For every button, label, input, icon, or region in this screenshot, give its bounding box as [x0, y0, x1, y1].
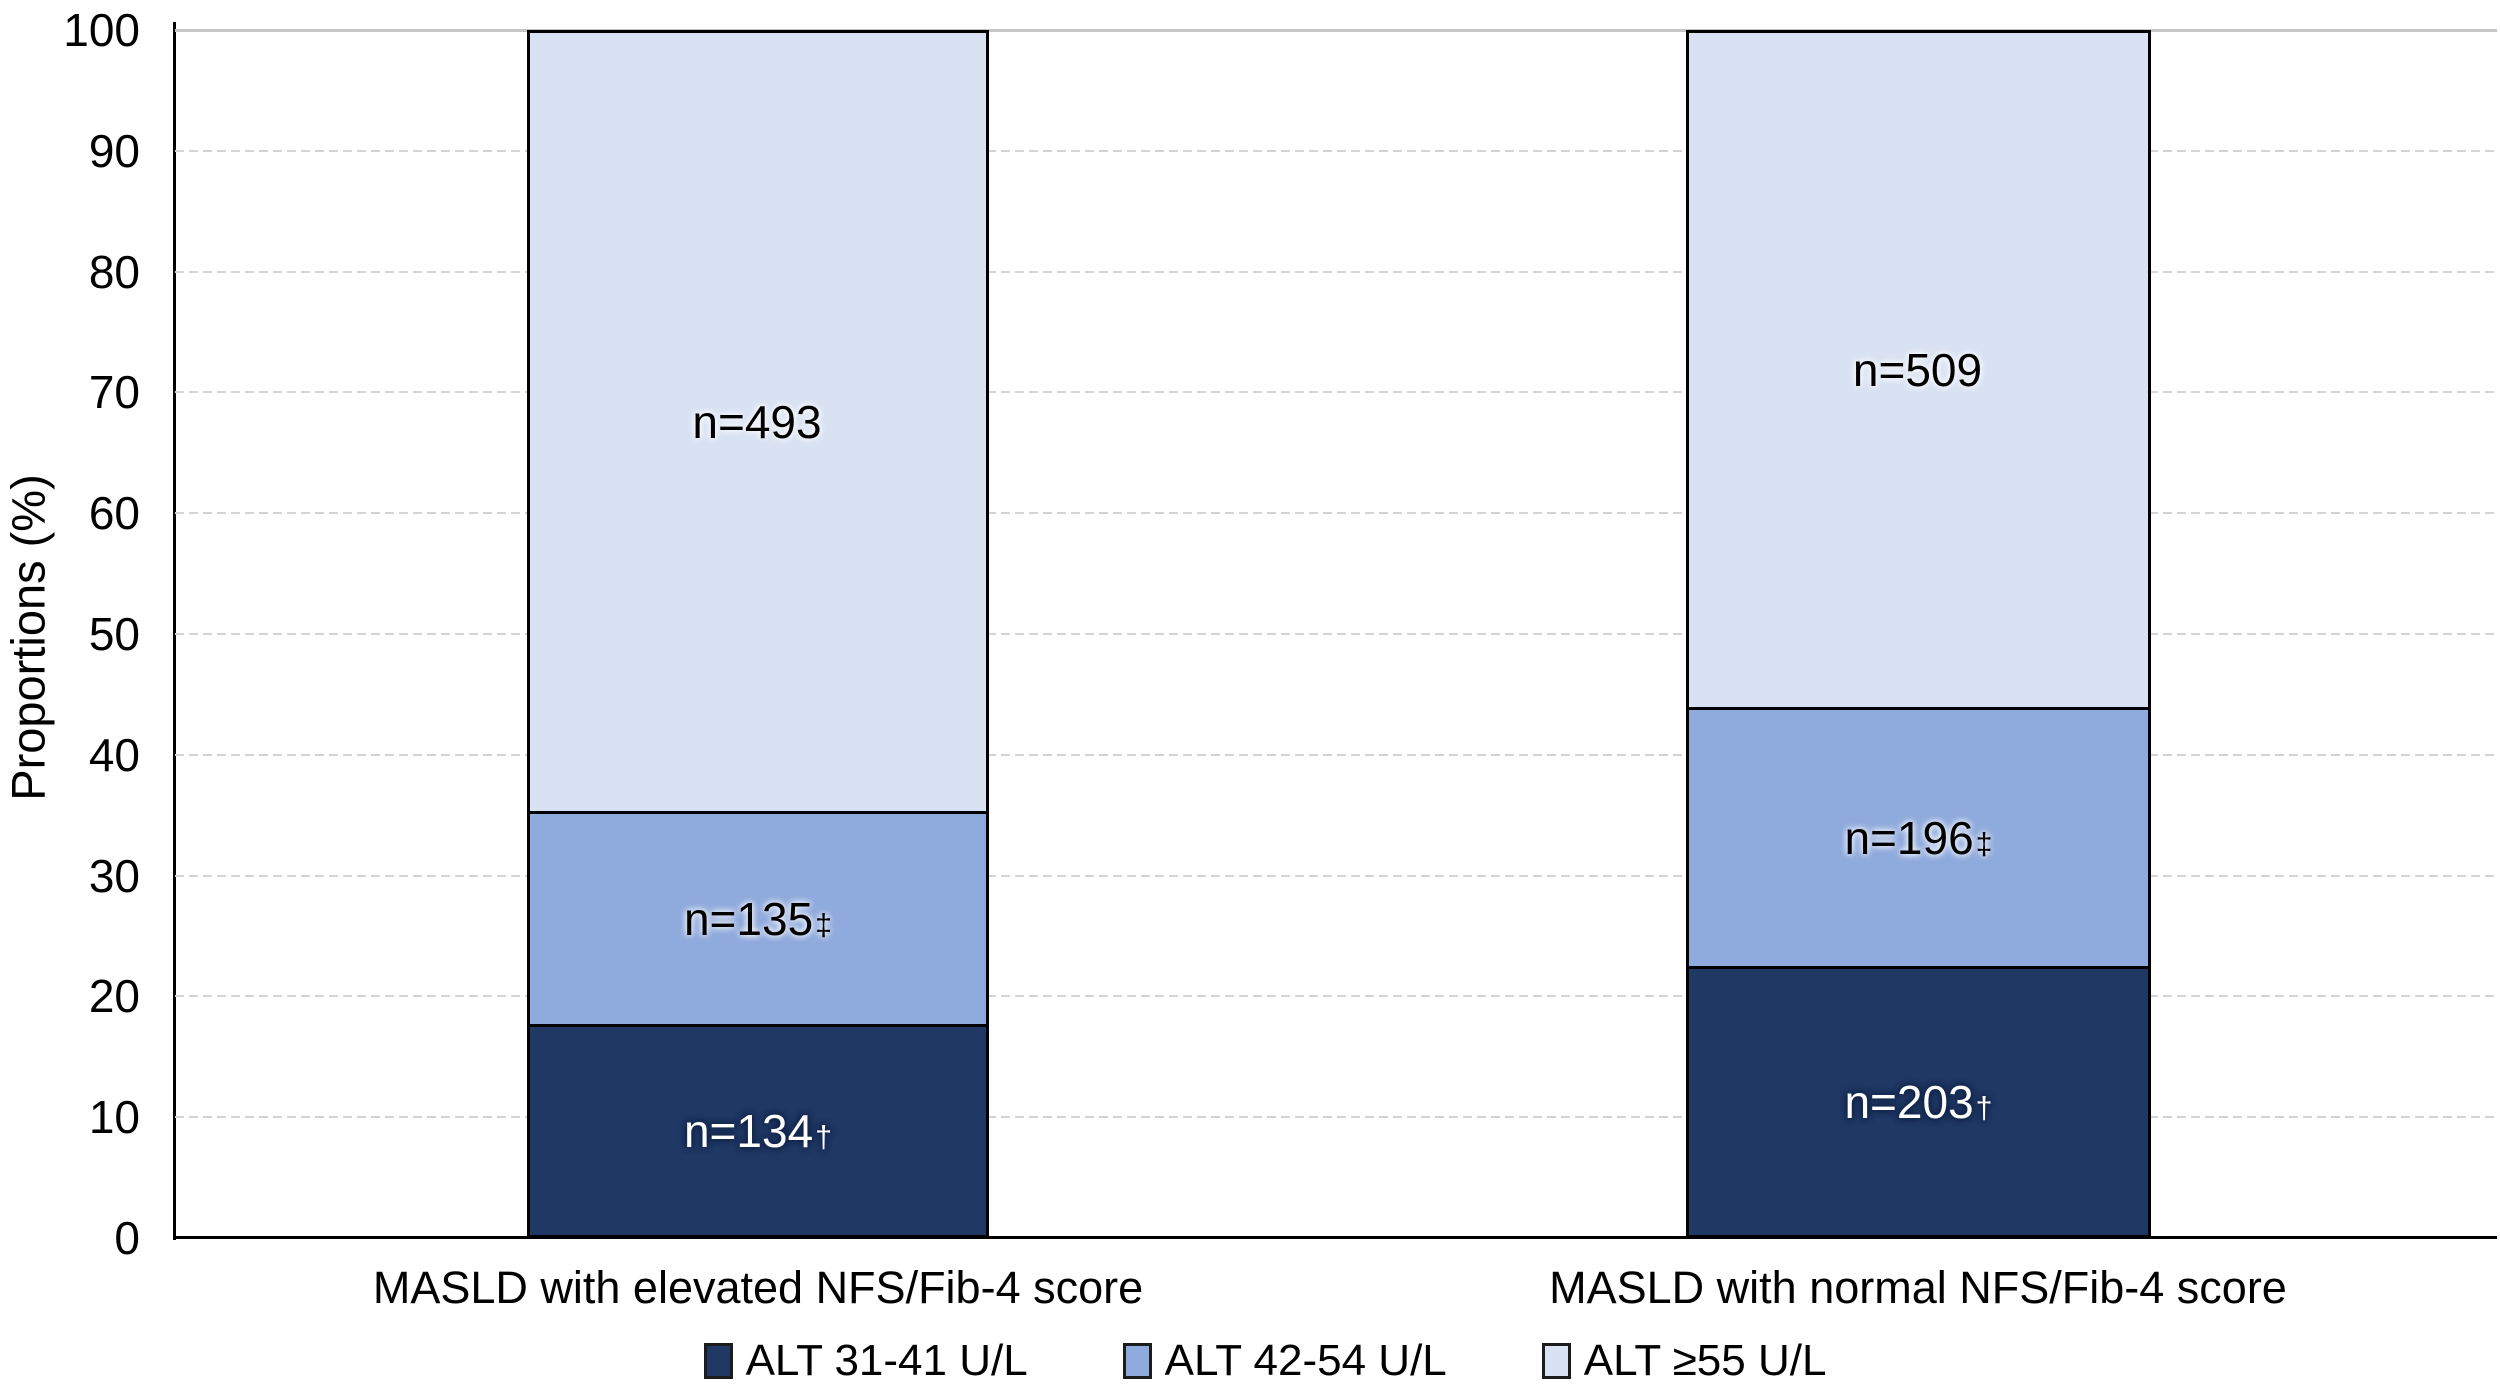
legend-swatch-light-blue: [1541, 1343, 1571, 1379]
legend-label: ALT ≥55 U/L: [1583, 1336, 1827, 1385]
gridline: [175, 512, 2497, 515]
segment-footnote-marker: ‡: [815, 908, 833, 942]
segment-label-text: n=493: [692, 395, 822, 448]
bar-segment-alt-ge55: n=509: [1689, 33, 2148, 707]
bar-segment-alt-ge55: n=493: [530, 33, 986, 811]
segment-label-text: n=196: [1844, 811, 1974, 864]
y-tick-label: 100: [63, 4, 140, 56]
segment-label: n=203†: [1844, 1075, 1992, 1129]
y-axis-title: Proportions (%): [1, 474, 55, 801]
segment-label: n=196‡: [1844, 811, 1992, 865]
y-tick-label: 80: [88, 245, 140, 298]
segment-footnote-marker: ‡: [1975, 827, 1993, 861]
gridline: [175, 633, 2497, 635]
plot-area: n=493 n=135‡ n=134† n=509 n=196‡ n=203†: [175, 29, 2497, 1239]
gridline: [175, 149, 2497, 152]
segment-label: n=509: [1853, 343, 1984, 397]
legend-label: ALT 42-54 U/L: [1164, 1336, 1447, 1385]
legend-label: ALT 31-41 U/L: [745, 1336, 1028, 1385]
legend: ALT 31-41 U/L ALT 42-54 U/L ALT ≥55 U/L: [15, 1336, 2500, 1386]
gridline: [175, 391, 2497, 394]
bar-segment-alt-31-41: n=134†: [530, 1023, 986, 1235]
category-label-normal: MASLD with normal NFS/Fib-4 score: [1549, 1262, 2287, 1313]
segment-footnote-marker: †: [815, 1120, 833, 1154]
bar-segment-alt-42-54: n=196‡: [1689, 706, 2148, 967]
segment-label-text: n=203: [1844, 1076, 1974, 1129]
category-label-elevated: MASLD with elevated NFS/Fib-4 score: [372, 1262, 1144, 1313]
segment-label: n=135‡: [684, 892, 832, 946]
segment-footnote-marker: †: [1975, 1092, 1993, 1126]
y-axis-line: [173, 22, 176, 1240]
gridline: [175, 29, 2497, 32]
legend-swatch-medium-blue: [1122, 1343, 1152, 1379]
bar-masld-normal: n=509 n=196‡ n=203†: [1686, 30, 2151, 1238]
y-tick-label: 0: [114, 1212, 140, 1264]
gridline: [175, 270, 2497, 273]
gridline: [175, 753, 2497, 756]
legend-item-alt-ge55: ALT ≥55 U/L: [1541, 1336, 1827, 1386]
bar-masld-elevated: n=493 n=135‡ n=134†: [527, 30, 989, 1238]
legend-item-alt-42-54: ALT 42-54 U/L: [1122, 1336, 1447, 1386]
legend-swatch-dark-blue: [703, 1343, 733, 1379]
bar-segment-alt-31-41: n=203†: [1689, 966, 2148, 1235]
y-tick-label: 60: [88, 487, 140, 540]
y-tick-label: 30: [88, 849, 140, 902]
y-tick-label: 20: [88, 970, 140, 1023]
segment-label-text: n=135: [683, 892, 814, 945]
y-tick-label: 10: [88, 1091, 140, 1144]
x-axis-line: [175, 1236, 2497, 1239]
y-tick-label: 90: [88, 124, 140, 177]
legend-item-alt-31-41: ALT 31-41 U/L: [703, 1336, 1028, 1386]
y-tick-label: 70: [88, 366, 140, 419]
gridline: [175, 995, 2497, 998]
segment-label-text: n=509: [1852, 343, 1983, 396]
gridline: [175, 1116, 2497, 1119]
y-tick-label: 40: [88, 728, 140, 781]
segment-label-text: n=134: [683, 1104, 814, 1157]
segment-label: n=134†: [684, 1104, 832, 1158]
gridline: [175, 874, 2497, 877]
segment-label: n=493: [692, 395, 823, 449]
y-tick-label: 50: [88, 608, 140, 660]
bar-segment-alt-42-54: n=135‡: [530, 810, 986, 1024]
